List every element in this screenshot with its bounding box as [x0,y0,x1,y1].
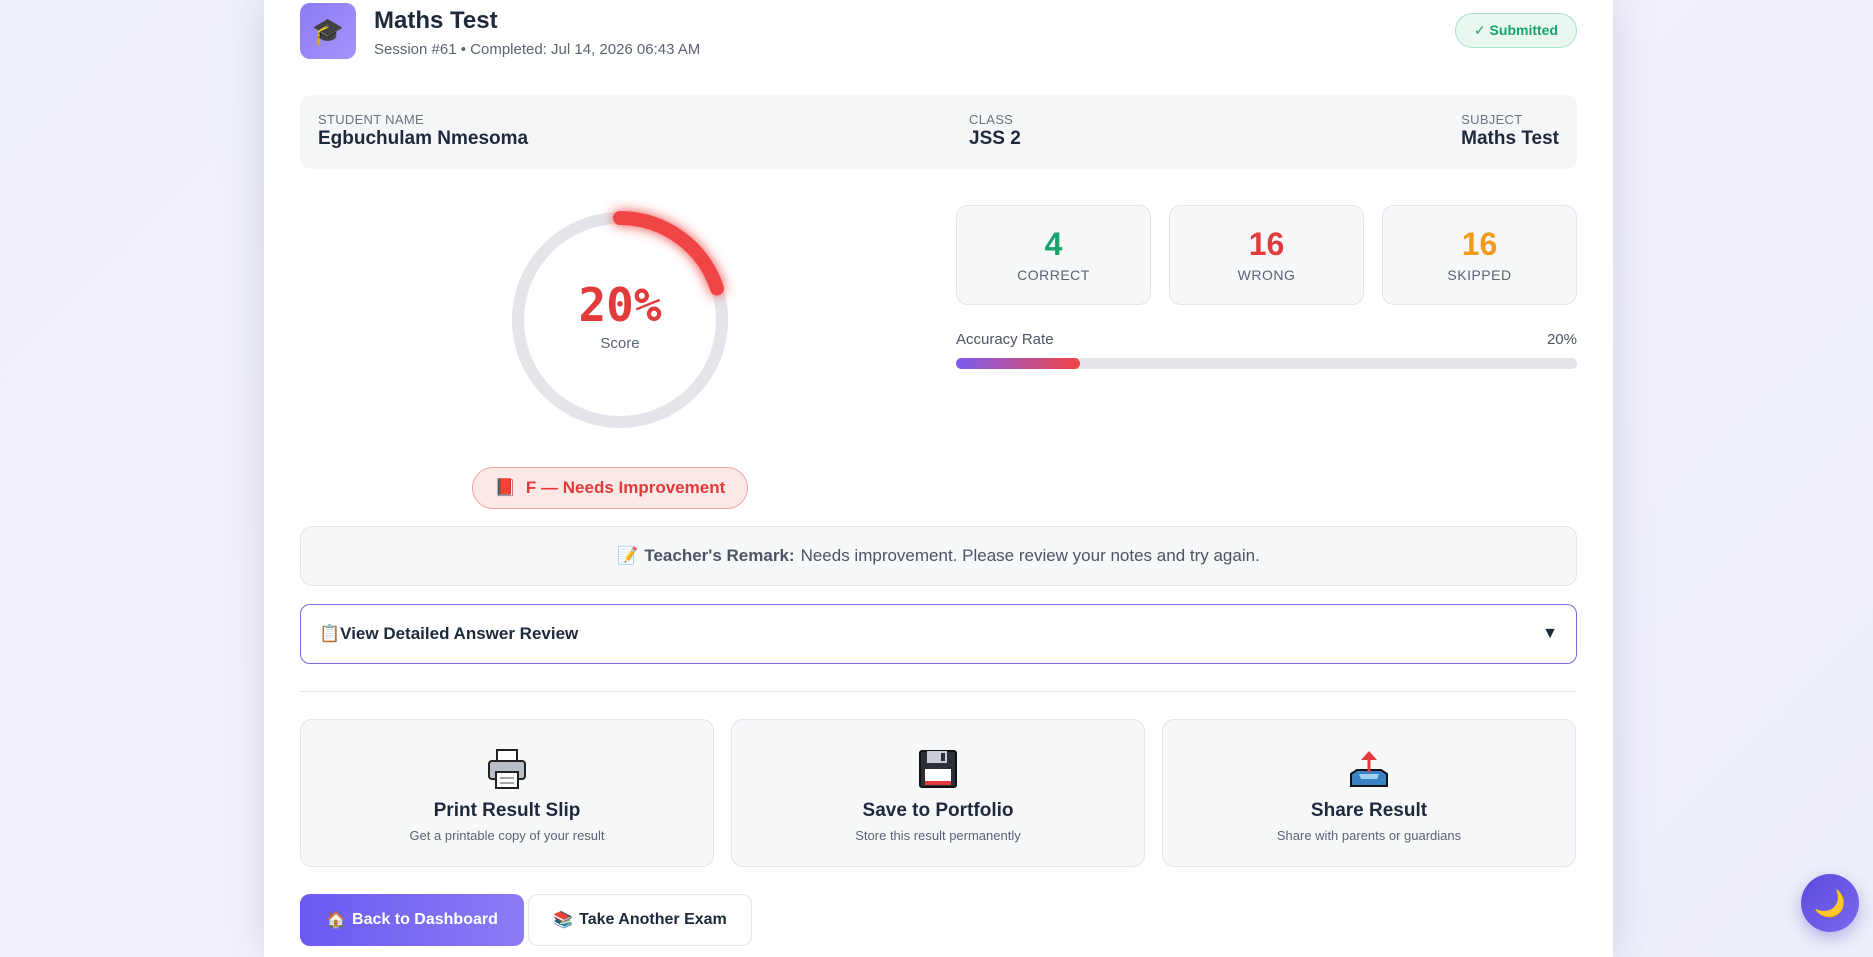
share-result-title: Share Result [1310,800,1428,821]
save-portfolio-subtitle: Store this result permanently [855,828,1021,843]
share-result-subtitle: Share with parents or guardians [1276,828,1462,843]
student-name-value: Egbuchulam Nmesoma [318,128,529,149]
student-name-field: STUDENT NAME Egbuchulam Nmesoma [318,112,528,150]
print-result-title: Print Result Slip [433,800,581,821]
dark-mode-toggle[interactable]: 🌙 [1801,874,1859,932]
stat-wrong-value: 16 [1248,226,1285,262]
floppy-disk-icon [732,748,1144,790]
stat-skipped-value: 16 [1461,226,1498,262]
grade-badge: 📕 F — Needs Improvement [472,467,748,509]
back-to-dashboard-label: Back to Dashboard [352,911,498,928]
remark-label: Teacher's Remark: [644,546,795,565]
class-value: JSS 2 [969,128,1021,149]
class-field: CLASS JSS 2 [969,112,1021,150]
save-portfolio-title: Save to Portfolio [862,800,1014,821]
printer-icon [301,748,713,790]
stat-skipped-label: SKIPPED [1447,267,1512,283]
save-portfolio-button[interactable]: Save to Portfolio Store this result perm… [731,719,1145,867]
status-badge: ✓ Submitted [1454,13,1577,48]
accuracy-bar [956,358,1577,369]
teacher-remark: 📝 Teacher's Remark: Needs improvement. P… [300,526,1577,586]
stat-wrong: 16 WRONG [1169,205,1364,305]
answer-review-label: View Detailed Answer Review [340,624,579,643]
accuracy-bar-fill [956,358,1081,369]
take-another-exam-button[interactable]: 📚 Take Another Exam [528,894,752,946]
back-to-dashboard-button[interactable]: 🏠 Back to Dashboard [300,894,524,946]
accuracy-value: 20% [1546,331,1577,348]
student-name-label: STUDENT NAME [318,112,424,127]
subject-field: SUBJECT Maths Test [1461,112,1559,150]
subject-value: Maths Test [1461,128,1559,149]
house-icon: 🏠 [326,912,347,929]
grade-text: F — Needs Improvement [525,478,726,497]
books-icon: 📚 [553,912,574,929]
remark-text: Needs improvement. Please review your no… [800,546,1260,565]
score-value: 20% [578,278,662,332]
chevron-down-icon: ▼ [1542,625,1558,642]
memo-icon: 📝 [617,546,639,565]
answer-review-toggle[interactable]: 📋 View Detailed Answer Review ▼ [300,604,1577,664]
print-result-subtitle: Get a printable copy of your result [409,828,605,843]
share-result-button[interactable]: Share Result Share with parents or guard… [1162,719,1576,867]
stat-correct: 4 CORRECT [956,205,1151,305]
stat-correct-label: CORRECT [1017,267,1090,283]
stat-wrong-label: WRONG [1237,267,1296,283]
graduation-cap-icon: 🎓 [300,3,356,59]
result-header: 🎓 Maths Test Session #61 • Completed: Ju… [300,3,1577,59]
stat-skipped: 16 SKIPPED [1382,205,1577,305]
share-tray-icon [1163,748,1575,790]
stat-correct-value: 4 [1044,226,1063,262]
red-book-icon: 📕 [494,478,516,497]
clipboard-icon: 📋 [319,624,341,643]
score-ring-progress [613,211,725,296]
accuracy-label: Accuracy Rate [956,331,1054,348]
score-label: Score [600,335,640,352]
divider [300,691,1577,692]
session-info: Session #61 • Completed: Jul 14, 2026 06… [374,41,701,58]
page-title: Maths Test [374,7,498,34]
take-another-exam-label: Take Another Exam [579,911,727,928]
moon-icon: 🌙 [1813,887,1847,918]
subject-label: SUBJECT [1461,112,1523,127]
result-card: 🎓 Maths Test Session #61 • Completed: Ju… [264,0,1613,957]
score-ring: 20% Score [500,200,740,440]
class-label: CLASS [969,112,1014,127]
print-result-button[interactable]: Print Result Slip Get a printable copy o… [300,719,714,867]
student-info-panel: STUDENT NAME Egbuchulam Nmesoma CLASS JS… [300,95,1577,169]
